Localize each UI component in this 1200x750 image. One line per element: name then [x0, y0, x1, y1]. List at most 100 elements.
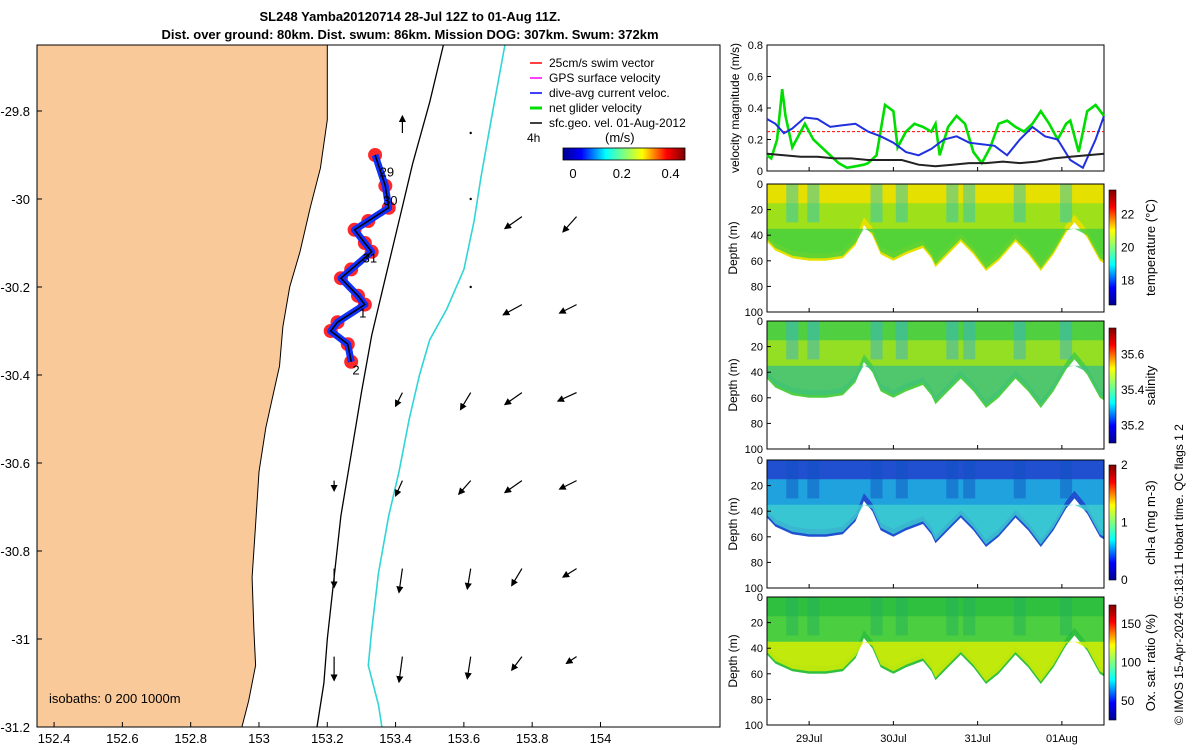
colorbar-tick-label: 35.2: [1121, 418, 1145, 432]
y-tick-label: 0: [757, 592, 763, 604]
current-vector: [502, 304, 523, 316]
colorbar-tick-label: 18: [1121, 273, 1135, 287]
section-stripe: [895, 460, 908, 499]
velocity-series: [766, 88, 1106, 170]
isobaths-note: isobaths: 0 200 1000m: [49, 691, 181, 706]
legend-extra: 4h: [527, 131, 540, 145]
legend-label: sfc.geo. vel. 01-Aug-2012: [549, 116, 686, 130]
y-tick-label: 80: [751, 281, 763, 293]
velocity-series: [766, 115, 1105, 170]
current-vector: [459, 392, 472, 411]
section-colorbar: [1108, 327, 1117, 444]
section-stripe: [1060, 597, 1073, 636]
legend-label: net glider velocity: [549, 101, 642, 115]
y-axis-label: Depth (m): [726, 634, 740, 687]
x-tick-label: 153.6: [448, 731, 481, 746]
day-label: 31: [363, 250, 377, 265]
section-stripe: [870, 597, 883, 636]
section-stripe: [963, 184, 976, 223]
isobath-200m: [316, 44, 445, 728]
colorbar-tick-label: 0.4: [662, 166, 680, 181]
x-tick-label: 152.4: [38, 731, 71, 746]
section-stripe: [786, 321, 799, 360]
y-tick-label: -30.2: [0, 280, 30, 295]
y-tick-label: 60: [751, 532, 763, 544]
x-tick-label: 153.4: [379, 731, 412, 746]
glider-track: [329, 154, 390, 362]
y-tick-label: 100: [745, 720, 763, 732]
section-frame: [766, 459, 1105, 589]
time-tick-label: 30Jul: [880, 733, 906, 745]
colorbar-label: Ox. sat. ratio (%): [1143, 614, 1158, 712]
y-tick-label: 20: [751, 205, 763, 217]
current-vector: [469, 285, 472, 289]
current-vector: [503, 216, 523, 230]
current-vector: [394, 480, 403, 497]
y-tick-label: 0.2: [748, 135, 763, 147]
section-stripe: [1013, 597, 1026, 636]
trajectory-map: 29 30 31 1 2 152.4 152.6 152.8 153 153.2 153.4 153.…: [0, 44, 721, 746]
section-stripe: [895, 184, 908, 223]
colorbar-tick-label: 0: [1121, 573, 1128, 587]
section-frame: [766, 320, 1105, 450]
current-vector: [469, 197, 472, 201]
y-tick-label: 40: [751, 367, 763, 379]
x-tick-label: 154: [590, 731, 612, 746]
title-line-1: SL248 Yamba20120714 28-Jul 12Z to 01-Aug…: [259, 9, 561, 24]
section-band: [767, 228, 1104, 269]
x-tick-label: 153.2: [311, 731, 344, 746]
y-tick-label: 0: [757, 166, 763, 178]
legend-label: GPS surface velocity: [549, 71, 660, 85]
y-tick-label: -29.8: [0, 104, 30, 119]
y-tick-label: 40: [751, 506, 763, 518]
section-stripe: [1060, 321, 1073, 360]
y-tick-label: 0: [757, 455, 763, 467]
y-tick-label: -30.8: [0, 544, 30, 559]
colorbar-tick-label: 100: [1121, 656, 1141, 670]
current-vector: [511, 656, 523, 672]
map-frame: [36, 44, 721, 728]
current-vector: [565, 656, 577, 665]
y-tick-label: 60: [751, 669, 763, 681]
velocity-colorbar: [562, 147, 686, 161]
section-colorbar: [1108, 604, 1117, 721]
current-vector: [464, 568, 472, 591]
day-label: 1: [359, 305, 366, 320]
colorbar-label: chl-a (mg m-3): [1143, 480, 1158, 565]
section-stripe: [895, 321, 908, 360]
section-stripe: [963, 460, 976, 499]
current-vector: [469, 131, 472, 135]
current-vector: [503, 480, 523, 494]
section-stripe: [946, 460, 959, 499]
colorbar-tick-label: 20: [1121, 241, 1135, 255]
section-stripe: [946, 597, 959, 636]
section-stripe: [895, 597, 908, 636]
current-vector: [395, 392, 403, 408]
section-stripe: [807, 597, 820, 636]
y-tick-label: 20: [751, 618, 763, 630]
colorbar-label: salinity: [1143, 365, 1158, 405]
day-label: 30: [383, 193, 397, 208]
colorbar-tick-label: 0: [569, 166, 576, 181]
current-vector: [503, 392, 523, 406]
coastline-land: [36, 44, 328, 728]
y-tick-label: 20: [751, 342, 763, 354]
colorbar-tick-label: 35.4: [1121, 383, 1145, 397]
section-stripe: [1060, 460, 1073, 499]
velocity-series: [766, 152, 1105, 168]
colorbar-tick-label: 2: [1121, 458, 1128, 472]
current-vector: [511, 568, 523, 587]
isobath-1000m: [367, 44, 506, 728]
section-stripe: [786, 597, 799, 636]
current-vector: [396, 656, 404, 684]
section-stripe: [807, 460, 820, 499]
section-stripe: [963, 597, 976, 636]
current-vector: [558, 480, 577, 490]
current-vector: [562, 216, 578, 233]
current-vector: [458, 480, 472, 496]
time-tick-label: 01Aug: [1046, 733, 1078, 745]
y-tick-label: 0.4: [748, 103, 763, 115]
y-tick-label: 0: [757, 179, 763, 191]
